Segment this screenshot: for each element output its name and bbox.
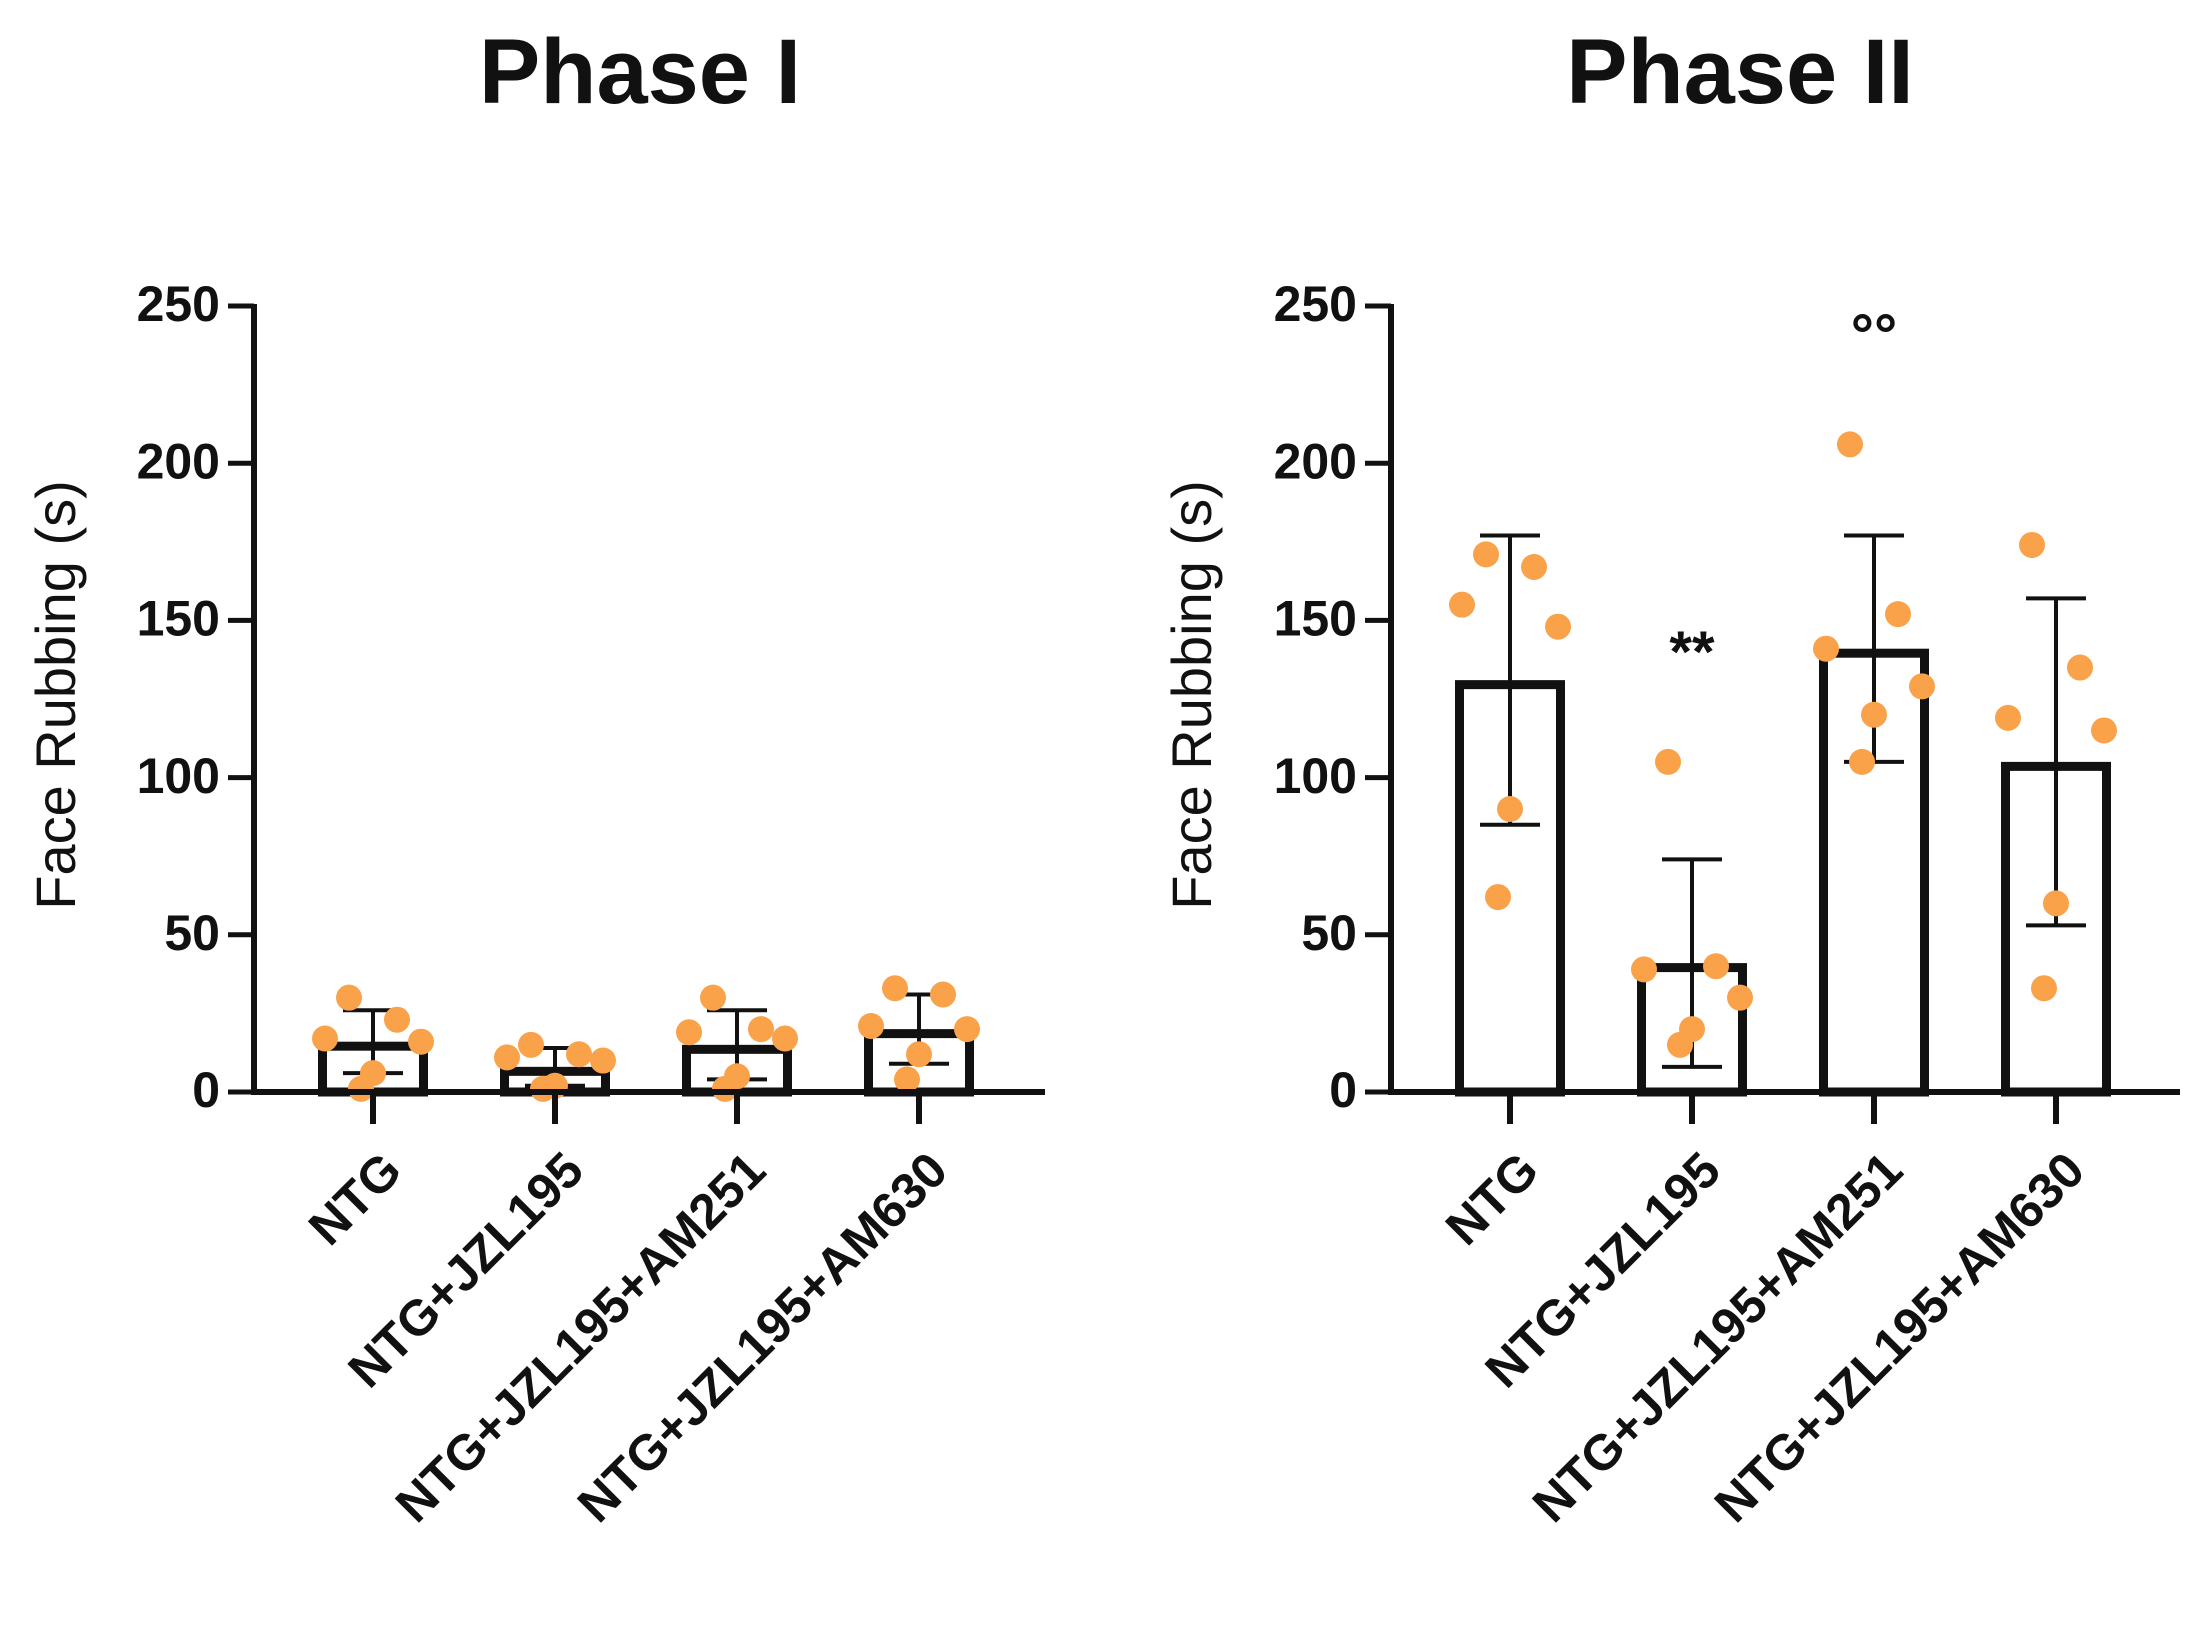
data-point [882, 975, 908, 1002]
x-tick-labels: NTGNTG+JZL195NTG+JZL195+AM251NTG+JZL195+… [1435, 1142, 2095, 1533]
data-point [954, 1016, 980, 1043]
data-point [1473, 541, 1499, 568]
data-point [1727, 984, 1753, 1011]
x-tick-label: NTG+JZL195+AM630 [1704, 1142, 2095, 1533]
data-point [1449, 591, 1475, 618]
data-point [1885, 601, 1911, 628]
data-points [312, 975, 980, 1102]
data-point [518, 1031, 544, 1058]
axes [1388, 304, 2180, 1124]
y-axis-label: Face Rubbing (s) [24, 480, 87, 910]
data-point [336, 984, 362, 1011]
significance-annotations: ** °° [1669, 302, 1897, 685]
data-point [590, 1047, 616, 1074]
data-point [2019, 531, 2045, 558]
data-point [530, 1075, 556, 1102]
y-tick-label: 50 [1301, 905, 1357, 961]
data-point [1655, 748, 1681, 775]
chart-phase-1: Phase I Face Rubbing (s) 0 50 100 150 200 250… [24, 21, 1045, 1533]
data-point [748, 1016, 774, 1043]
data-point [772, 1025, 798, 1052]
significance-marker: °° [1851, 302, 1897, 367]
data-point [906, 1041, 932, 1068]
chart-title: Phase II [1566, 21, 1914, 123]
data-point [1497, 796, 1523, 823]
y-ticks: 0 50 100 150 200 250 [1274, 276, 1391, 1118]
axes [251, 304, 1045, 1124]
y-tick-label: 50 [164, 905, 220, 961]
data-point [1521, 553, 1547, 580]
data-point [1849, 748, 1875, 775]
data-point [348, 1075, 374, 1102]
y-ticks: 0 50 100 150 200 250 [137, 276, 254, 1118]
y-tick-label: 100 [137, 748, 220, 804]
x-tick-label: NTG+JZL195+AM251 [385, 1142, 776, 1533]
data-point [2031, 975, 2057, 1002]
data-point [676, 1019, 702, 1046]
x-tick-label: NTG [1435, 1142, 1549, 1256]
data-point [408, 1028, 434, 1055]
data-point [2067, 654, 2093, 681]
data-point [1545, 613, 1571, 640]
data-point [1861, 701, 1887, 728]
data-point [1485, 884, 1511, 911]
significance-marker: ** [1669, 620, 1715, 685]
data-point [2043, 890, 2069, 917]
data-point [494, 1044, 520, 1071]
data-point [1667, 1031, 1693, 1058]
y-tick-label: 150 [137, 591, 220, 647]
data-point [1813, 635, 1839, 662]
data-point [1995, 704, 2021, 731]
x-tick-label: NTG [298, 1142, 412, 1256]
data-point [858, 1012, 884, 1039]
data-point [700, 984, 726, 1011]
y-tick-label: 100 [1274, 748, 1357, 804]
data-point [712, 1075, 738, 1102]
y-tick-label: 200 [1274, 433, 1357, 489]
x-tick-labels: NTGNTG+JZL195NTG+JZL195+AM251NTG+JZL195+… [298, 1142, 958, 1533]
y-tick-label: 250 [137, 276, 220, 332]
data-point [2091, 717, 2117, 744]
data-point [312, 1025, 338, 1052]
data-points [1449, 431, 2117, 1058]
y-tick-label: 200 [137, 433, 220, 489]
y-tick-label: 0 [192, 1062, 220, 1118]
chart-phase-2: Phase II Face Rubbing (s) 0 50 100 150 200 25… [1160, 21, 2180, 1533]
x-tick-label: NTG+JZL195+AM251 [1522, 1142, 1913, 1533]
x-tick-label: NTG+JZL195+AM630 [567, 1142, 958, 1533]
data-point [384, 1006, 410, 1033]
data-point [1631, 956, 1657, 983]
data-point [566, 1041, 592, 1068]
data-point [1703, 953, 1729, 980]
y-tick-label: 150 [1274, 591, 1357, 647]
y-tick-label: 0 [1329, 1062, 1357, 1118]
y-axis-label: Face Rubbing (s) [1160, 480, 1223, 910]
data-point [930, 981, 956, 1008]
y-tick-label: 250 [1274, 276, 1357, 332]
data-point [1909, 673, 1935, 700]
data-point [894, 1066, 920, 1093]
data-point [1837, 431, 1863, 458]
chart-title: Phase I [479, 21, 801, 123]
